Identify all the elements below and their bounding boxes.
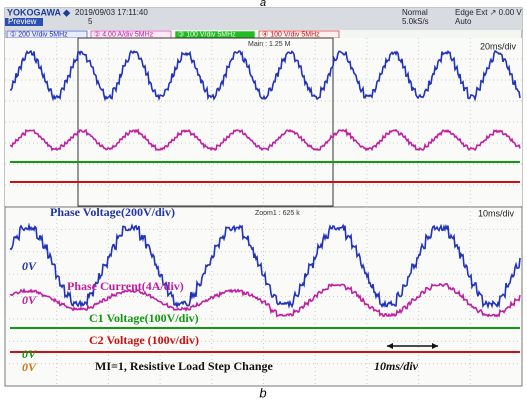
trigger: Edge Ext ↗ 0.00 V [455,8,522,17]
channel-label: ② 4.00 A/div 5MHz [94,31,154,39]
zero-label: 0V [22,347,37,361]
mode-value: 5 [88,17,93,26]
page: {"figure": { "top_label": "a", "bottom_l… [0,0,527,401]
sample-rate: 5.0kS/s [402,17,429,26]
caption: MI=1, Resistive Load Step Change [95,359,274,373]
scale-note: 10ms/div [374,359,419,373]
channel-label: ③ 100 V/div 5MHz [178,31,236,39]
zero-label: 0V [22,259,37,273]
acquisition: Auto [455,17,472,26]
trigger-mode: Normal [402,8,428,17]
channel-label: ① 200 V/div 5MHz [10,31,68,39]
trace-label: Phase Current(4A/div) [67,279,184,293]
trace-label: C2 Voltage (100v/div) [89,333,199,347]
zoom-timebase: 10ms/div [478,208,515,218]
brand: YOKOGAWA ◆ [7,7,71,17]
channel-label: ④ 100 V/div 5MHz [262,31,320,39]
timestamp: 2019/09/03 17:11:40 [75,8,148,17]
zero-label: 0V [22,360,37,374]
trace-label: C1 Voltage(100V/div) [89,311,199,325]
zero-label: 0V [22,293,37,307]
main-timebase: 20ms/div [480,41,517,51]
trace-label: Phase Voltage(200V/div) [50,205,175,219]
zoom-record: Zoom1 : 625 k [255,210,300,217]
mode-tab: Preview [8,17,37,26]
main-record: Main : 1.25 M [248,41,291,48]
figure: a YOKOGAWA ◆ 2019/09/03 17:11:40 Preview… [0,0,527,401]
bottom-label: b [259,385,266,400]
